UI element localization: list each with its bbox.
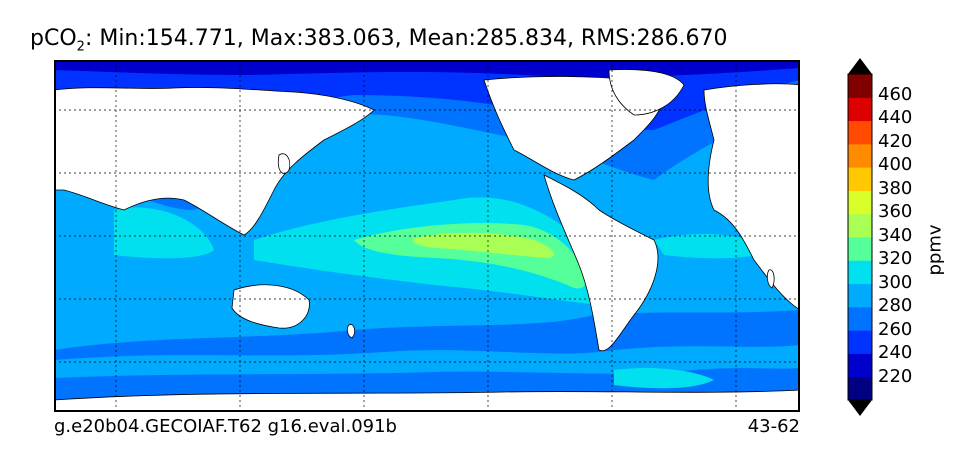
colorbar-segment <box>848 353 872 378</box>
colorbar-under-arrow <box>848 400 872 416</box>
colorbar-label: ppmv <box>924 224 946 276</box>
colorbar-segment <box>848 143 872 168</box>
colorbar-segment <box>848 190 872 215</box>
statistics-text: : Min:154.771, Max:383.063, Mean:285.834… <box>84 26 728 51</box>
colorbar-segment <box>848 97 872 122</box>
colorbar-segment <box>848 213 872 238</box>
colorbar-segment <box>848 330 872 354</box>
colorbar-segment <box>848 306 872 331</box>
colorbar-segment <box>848 74 872 98</box>
tick-label: 340 <box>878 225 913 246</box>
tick-label: 280 <box>878 295 913 316</box>
colorbar-segment <box>848 120 872 145</box>
graticule <box>54 60 800 412</box>
colorbar-border <box>847 73 873 401</box>
tick-label: 240 <box>878 342 913 363</box>
variable-name: pCO <box>30 26 77 51</box>
tick-label: 380 <box>878 178 913 199</box>
colorbar-over-arrow <box>848 58 872 74</box>
tick-label: 360 <box>878 201 913 222</box>
tick-label: 220 <box>878 366 913 387</box>
contour-equatorial-340 <box>412 232 554 258</box>
ocean-pco2-map <box>54 60 800 412</box>
year-range-label: 43-62 <box>747 416 800 437</box>
colorbar <box>847 58 873 416</box>
tick-label: 320 <box>878 248 913 269</box>
tick-label: 440 <box>878 107 913 128</box>
colorbar-segment <box>848 283 872 308</box>
tick-label: 420 <box>878 131 913 152</box>
colorbar-segment <box>848 167 872 191</box>
tick-label: 400 <box>878 154 913 175</box>
map-frame <box>54 60 800 412</box>
contour-south-atlantic-300 <box>614 368 714 389</box>
variable-subscript: 2 <box>76 39 85 55</box>
contour-indian-300 <box>114 207 214 259</box>
colorbar-segment <box>848 237 872 261</box>
tick-label: 260 <box>878 319 913 340</box>
run-id-label: g.e20b04.GECOIAF.T62 g16.eval.091b <box>54 416 397 437</box>
map-title: pCO2: Min:154.771, Max:383.063, Mean:285… <box>30 26 728 54</box>
tick-label: 460 <box>878 84 913 105</box>
colorbar-segment <box>848 260 872 285</box>
tick-label: 300 <box>878 272 913 293</box>
land <box>54 69 800 412</box>
colorbar-segment <box>848 376 872 401</box>
